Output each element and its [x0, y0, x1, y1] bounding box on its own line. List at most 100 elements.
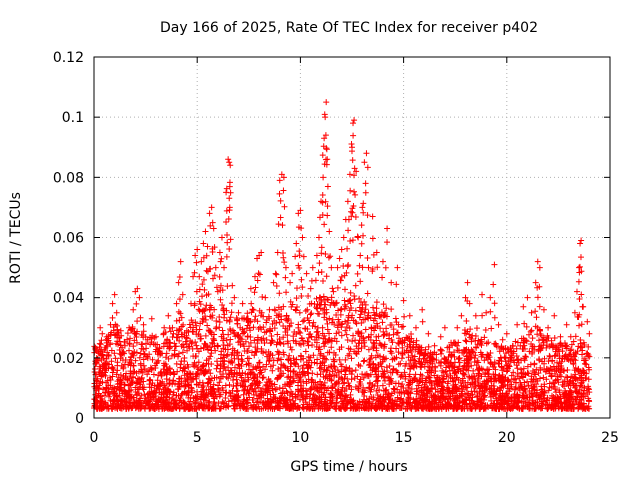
data-point: [309, 264, 316, 271]
data-point: [184, 371, 191, 378]
data-point: [529, 335, 536, 342]
data-point: [490, 281, 497, 288]
data-point: [181, 358, 188, 365]
data-point: [141, 391, 148, 398]
data-point: [559, 348, 566, 355]
data-point: [384, 225, 391, 232]
data-point: [437, 333, 444, 340]
data-point: [275, 221, 282, 228]
data-point: [323, 99, 330, 106]
data-point: [398, 388, 405, 395]
data-point: [111, 291, 118, 298]
data-point: [224, 239, 231, 246]
data-point: [240, 391, 247, 398]
data-point: [288, 346, 295, 353]
data-point: [357, 278, 364, 285]
data-point: [487, 308, 494, 315]
data-point: [175, 308, 182, 315]
data-point: [369, 213, 376, 220]
data-point: [292, 253, 299, 260]
data-point: [284, 338, 291, 345]
x-tick-label: 20: [498, 430, 516, 446]
data-point: [223, 207, 230, 214]
data-point: [378, 313, 385, 320]
data-point: [334, 284, 341, 291]
data-point: [454, 324, 461, 331]
data-point: [510, 369, 517, 376]
data-point: [228, 300, 235, 307]
data-point: [551, 335, 558, 342]
data-point: [280, 334, 287, 341]
data-point: [209, 340, 216, 347]
x-axis-label: GPS time / hours: [290, 459, 407, 475]
data-point: [338, 246, 345, 253]
data-point: [302, 348, 309, 355]
data-point: [279, 222, 286, 229]
data-point: [219, 327, 226, 334]
data-point: [503, 368, 510, 375]
data-point: [344, 352, 351, 359]
data-point: [352, 367, 359, 374]
data-point: [370, 304, 377, 311]
data-point: [140, 356, 147, 363]
data-point: [351, 292, 358, 299]
data-point: [323, 356, 330, 363]
data-point: [262, 294, 269, 301]
data-point: [97, 341, 104, 348]
data-point: [99, 330, 106, 337]
data-point: [130, 306, 137, 313]
data-point: [191, 359, 198, 366]
data-point: [501, 354, 508, 361]
data-point: [110, 389, 117, 396]
data-point: [576, 263, 583, 270]
data-point: [484, 370, 491, 377]
data-point: [344, 337, 351, 343]
data-point: [325, 296, 332, 303]
data-point: [136, 354, 143, 361]
data-point: [255, 270, 262, 277]
data-point: [362, 326, 369, 333]
data-point: [252, 284, 259, 291]
data-point: [223, 253, 230, 260]
data-point: [515, 356, 522, 363]
data-point: [369, 235, 376, 242]
data-point: [483, 340, 490, 347]
data-point: [406, 312, 413, 319]
y-tick-label: 0.08: [53, 170, 84, 186]
data-point: [227, 189, 234, 196]
data-point: [362, 189, 369, 196]
data-point: [259, 294, 266, 301]
data-point: [456, 355, 463, 362]
data-point: [443, 364, 450, 371]
data-point: [429, 385, 436, 392]
data-point: [191, 269, 198, 276]
data-point: [330, 288, 337, 295]
data-point: [140, 321, 147, 328]
data-point: [226, 246, 233, 253]
data-point: [394, 264, 401, 271]
data-point: [277, 340, 284, 347]
data-point: [354, 270, 361, 277]
data-point: [388, 306, 395, 313]
data-point: [293, 240, 300, 247]
data-point: [524, 294, 531, 301]
data-point: [349, 209, 356, 216]
data-point: [231, 294, 238, 301]
data-point: [575, 278, 582, 285]
data-point: [273, 283, 280, 290]
data-point: [324, 320, 331, 327]
data-point: [513, 353, 520, 360]
data-point: [212, 325, 219, 332]
data-point: [247, 339, 254, 346]
data-point: [140, 378, 147, 385]
data-point: [373, 299, 380, 306]
data-point: [557, 333, 564, 340]
data-point: [276, 177, 283, 184]
data-point: [487, 294, 494, 301]
data-point: [310, 391, 317, 398]
data-point: [140, 328, 147, 335]
data-point: [514, 365, 521, 372]
data-point: [289, 270, 296, 277]
data-point: [235, 309, 242, 316]
data-point: [113, 309, 120, 316]
